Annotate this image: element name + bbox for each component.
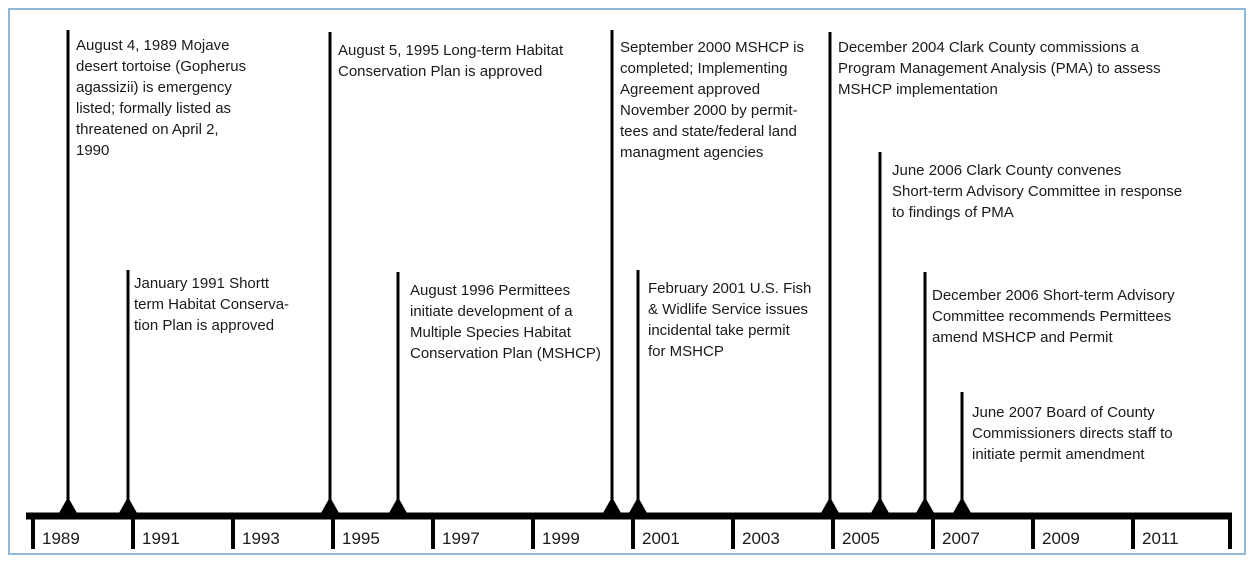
event-marker — [389, 497, 407, 513]
year-label: 1991 — [142, 529, 180, 548]
year-label: 2001 — [642, 529, 680, 548]
event-text: Committee recommends Permittees — [932, 308, 1171, 325]
event-text: Short-term Advisory Committee in respons… — [892, 183, 1182, 200]
year-label: 2005 — [842, 529, 880, 548]
event-text: January 1991 Shortt — [134, 275, 270, 292]
event-text: MSHCP implementation — [838, 81, 998, 98]
event-marker — [916, 497, 934, 513]
event-text: June 2007 Board of County — [972, 404, 1155, 421]
event-text: Conservation Plan is approved — [338, 63, 542, 80]
year-label: 2011 — [1142, 529, 1179, 548]
event-text: tees and state/federal land — [620, 123, 797, 140]
event-text: August 1996 Permittees — [410, 282, 570, 299]
event-text: September 2000 MSHCP is — [620, 39, 804, 56]
event-text: completed; Implementing — [620, 60, 788, 77]
event-text: desert tortoise (Gopherus — [76, 58, 246, 75]
event-marker — [629, 497, 647, 513]
event-text: Program Management Analysis (PMA) to ass… — [838, 60, 1161, 77]
event-text: tion Plan is approved — [134, 317, 274, 334]
frame — [8, 8, 1246, 555]
year-label: 1995 — [342, 529, 380, 548]
event-text: June 2006 Clark County convenes — [892, 162, 1121, 179]
year-label: 2003 — [742, 529, 780, 548]
event-text: August 4, 1989 Mojave — [76, 37, 229, 54]
event-text: Multiple Species Habitat — [410, 324, 572, 341]
year-label: 1997 — [442, 529, 480, 548]
event-text: to findings of PMA — [892, 204, 1014, 221]
event-marker — [821, 497, 839, 513]
year-label: 1993 — [242, 529, 280, 548]
event-text: August 5, 1995 Long-term Habitat — [338, 42, 564, 59]
event-text: November 2000 by permit- — [620, 102, 798, 119]
event-text: for MSHCP — [648, 343, 724, 360]
year-label: 1989 — [42, 529, 80, 548]
event-text: agassizii) is emergency — [76, 79, 232, 96]
event-text: 1990 — [76, 142, 109, 159]
year-label: 1999 — [542, 529, 580, 548]
event-text: Agreement approved — [620, 81, 760, 98]
event-marker — [603, 497, 621, 513]
year-label: 2007 — [942, 529, 980, 548]
event-text: incidental take permit — [648, 322, 791, 339]
event-text: December 2006 Short-term Advisory — [932, 287, 1175, 304]
event-text: term Habitat Conserva- — [134, 296, 289, 313]
event-text: Commissioners directs staff to — [972, 425, 1173, 442]
event-marker — [321, 497, 339, 513]
event-marker — [59, 497, 77, 513]
event-marker — [953, 497, 971, 513]
event-text: managment agencies — [620, 144, 763, 161]
event-text: initiate permit amendment — [972, 446, 1145, 463]
year-label: 2009 — [1042, 529, 1080, 548]
event-text: February 2001 U.S. Fish — [648, 280, 811, 297]
event-text: Conservation Plan (MSHCP) — [410, 345, 601, 362]
event-text: amend MSHCP and Permit — [932, 329, 1113, 346]
event-text: December 2004 Clark County commissions a — [838, 39, 1140, 56]
event-text: threatened on April 2, — [76, 121, 219, 138]
event-marker — [871, 497, 889, 513]
event-text: initiate development of a — [410, 303, 573, 320]
event-text: & Widlife Service issues — [648, 301, 808, 318]
event-marker — [119, 497, 137, 513]
event-text: listed; formally listed as — [76, 100, 231, 117]
